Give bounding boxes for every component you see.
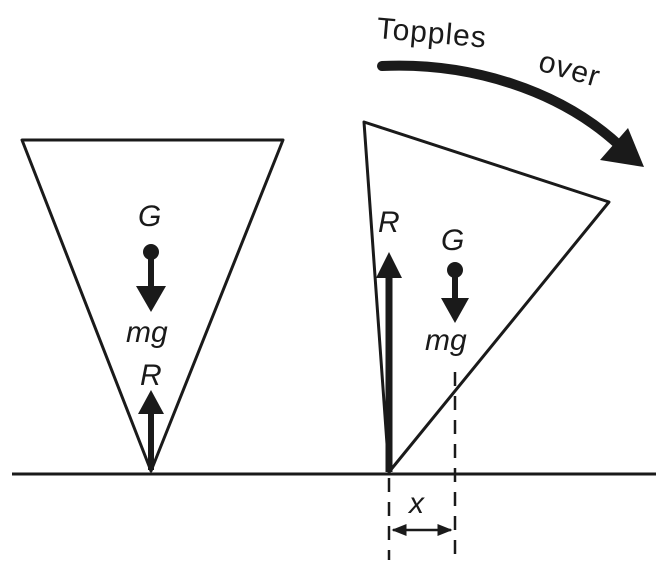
- tilted-cone-group: R G mg x: [362, 120, 611, 560]
- left-centre-of-mass-dot: [143, 244, 159, 260]
- topple-indicator: Topples over: [375, 12, 644, 167]
- right-centre-label: G: [441, 224, 464, 257]
- upright-cone-group: G mg R: [20, 138, 285, 473]
- right-reaction-label: R: [378, 206, 400, 239]
- left-reaction-label: R: [140, 359, 162, 392]
- left-weight-arrowhead: [136, 286, 166, 312]
- caption-word-topples: Topples: [375, 12, 488, 54]
- left-centre-label: G: [138, 200, 161, 233]
- upright-cone-outline: [20, 138, 285, 473]
- caption-word-over: over: [535, 45, 604, 94]
- right-weight-label: mg: [425, 324, 467, 357]
- offset-label: x: [407, 487, 425, 520]
- topple-arrowhead: [600, 128, 644, 167]
- tilted-cone-outline: [362, 120, 611, 474]
- right-centre-of-mass-dot: [447, 262, 463, 278]
- left-reaction-arrowhead: [138, 390, 164, 414]
- topple-curved-arrow: [377, 60, 625, 151]
- left-weight-label: mg: [126, 316, 168, 349]
- right-reaction-arrowhead: [376, 252, 402, 278]
- right-weight-arrowhead: [441, 298, 469, 323]
